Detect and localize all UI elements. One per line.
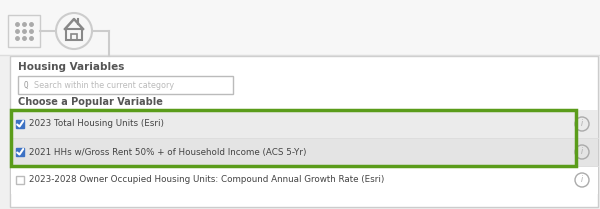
Text: Choose a Popular Variable: Choose a Popular Variable [18, 97, 163, 107]
Text: i: i [581, 120, 583, 129]
FancyBboxPatch shape [16, 176, 24, 184]
Text: 2023 Total Housing Units (Esri): 2023 Total Housing Units (Esri) [29, 120, 164, 129]
Text: Housing Variables: Housing Variables [18, 62, 124, 72]
Text: 2021 HHs w/Gross Rent 50% + of Household Income (ACS 5-Yr): 2021 HHs w/Gross Rent 50% + of Household… [29, 148, 307, 157]
FancyBboxPatch shape [16, 120, 24, 128]
FancyBboxPatch shape [11, 110, 598, 138]
FancyBboxPatch shape [0, 0, 600, 55]
FancyBboxPatch shape [18, 76, 233, 94]
FancyBboxPatch shape [10, 56, 598, 207]
FancyBboxPatch shape [16, 148, 24, 156]
Text: Search within the current category: Search within the current category [34, 80, 174, 89]
Text: 2023-2028 Owner Occupied Housing Units: Compound Annual Growth Rate (Esri): 2023-2028 Owner Occupied Housing Units: … [29, 176, 385, 185]
Text: i: i [581, 148, 583, 157]
FancyBboxPatch shape [11, 166, 598, 194]
Text: Q: Q [24, 80, 29, 89]
FancyBboxPatch shape [8, 15, 40, 47]
Circle shape [56, 13, 92, 49]
FancyBboxPatch shape [11, 138, 598, 166]
Text: i: i [581, 176, 583, 185]
